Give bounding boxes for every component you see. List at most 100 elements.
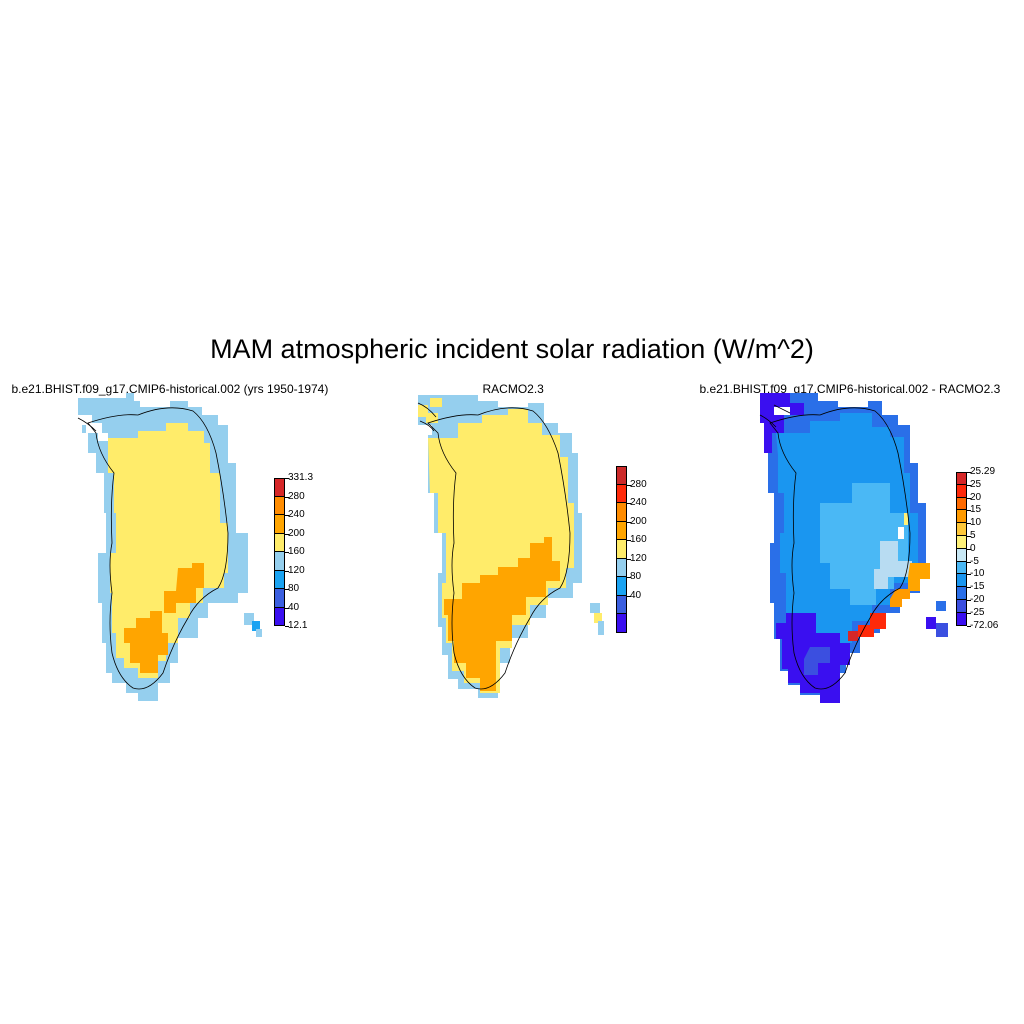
panel-title-obs: RACMO2.3	[482, 382, 544, 396]
colorbar-tick-label: 120	[630, 552, 647, 564]
colorbar-tick	[627, 595, 631, 597]
colorbar-tick-label: 280	[630, 478, 647, 490]
colorbar-tick	[967, 587, 971, 589]
colorbar-tick	[285, 533, 289, 535]
colorbar-tick-label: 25.29	[970, 466, 996, 477]
colorbar-tick-label: 240	[630, 497, 647, 508]
colorbar-tick-label: -72.06	[970, 619, 999, 631]
colorbar-tick-label: -5	[970, 555, 979, 567]
colorbar-tick-label: 160	[630, 534, 647, 545]
map-diff	[759, 393, 948, 703]
map-obs	[417, 395, 604, 698]
colorbar-tick	[967, 497, 971, 499]
colorbar-tick	[967, 625, 971, 627]
colorbar-swatch	[956, 472, 967, 485]
map-obs-cells	[417, 395, 604, 698]
colorbar-tick	[627, 577, 631, 578]
map-model-cells	[77, 393, 262, 701]
colorbar-swatch	[956, 561, 967, 575]
colorbar-tick	[285, 626, 289, 627]
colorbar-tick-label: 160	[288, 546, 305, 557]
colorbar-swatch	[616, 466, 627, 485]
colorbar-tick	[285, 607, 289, 609]
colorbar-tick-label: -10	[970, 568, 985, 580]
colorbar-tick-label: 331.3	[288, 472, 314, 483]
colorbar-tick-label: 200	[288, 527, 305, 539]
colorbar-tick	[627, 540, 631, 541]
colorbar-tick	[285, 496, 289, 498]
colorbar-swatch	[274, 570, 285, 589]
colorbar-swatch	[616, 521, 627, 540]
colorbar-diff: 25.29 25 20 15 10 5 0 -5 -10 -15 -20 -25 -72.06	[956, 467, 1016, 631]
colorbar-tick	[627, 484, 631, 486]
colorbar-swatch	[616, 614, 627, 633]
map-diff-cells	[759, 393, 948, 703]
colorbar-swatch	[274, 533, 285, 552]
colorbar-tick	[285, 570, 289, 572]
colorbar-swatch	[616, 540, 627, 559]
colorbar-tick	[967, 510, 971, 512]
colorbar-swatch	[616, 577, 627, 596]
colorbar-tick-label: -20	[970, 594, 985, 605]
panel-title-model: b.e21.BHIST.f09_g17.CMIP6-historical.002…	[11, 382, 329, 396]
colorbar-swatch	[956, 497, 967, 511]
colorbar-swatch	[956, 536, 967, 549]
colorbar-swatch	[616, 595, 627, 614]
colorbar-swatch	[274, 589, 285, 608]
colorbar-tick	[967, 561, 971, 563]
colorbar-tick-label: 15	[970, 504, 982, 516]
colorbar-tick	[967, 523, 971, 525]
colorbar-tick-label: 120	[288, 564, 305, 576]
colorbar-frame	[956, 472, 967, 626]
panel-title-diff: b.e21.BHIST.f09_g17.CMIP6-historical.002…	[699, 382, 1001, 396]
colorbar-tick-label: -15	[970, 581, 985, 593]
colorbar-tick	[967, 574, 971, 576]
colorbar-tick	[285, 552, 289, 553]
colorbar-tick-label: 240	[288, 509, 305, 520]
colorbar-tick	[967, 484, 971, 486]
colorbar-swatch	[956, 548, 967, 562]
colorbar-tick	[627, 558, 631, 560]
colorbar-swatch	[274, 478, 285, 497]
colorbar-tick	[967, 612, 971, 614]
colorbar-swatch	[956, 612, 967, 626]
map-model	[77, 393, 262, 701]
colorbar-tick-label: 5	[970, 530, 976, 541]
colorbar-swatch	[616, 484, 627, 503]
colorbar-tick-label: 280	[288, 490, 305, 502]
colorbar-frame	[616, 466, 627, 633]
colorbar-swatch	[956, 587, 967, 600]
colorbar-tick-label: 40	[288, 601, 300, 613]
colorbar-tick-label: 25	[970, 478, 982, 490]
colorbar-swatch	[956, 574, 967, 588]
colorbar-tick-label: 12.1	[288, 620, 308, 631]
colorbar-swatch	[274, 515, 285, 534]
figure-title: MAM atmospheric incident solar radiation…	[210, 334, 814, 364]
colorbar-tick-label: 10	[970, 517, 982, 529]
colorbar-model: 331.3 280 240 200 160 120 80 40 12.1	[274, 473, 334, 631]
colorbar-swatch	[956, 523, 967, 536]
colorbar-tick	[627, 503, 631, 504]
colorbar-tick	[967, 536, 971, 537]
colorbar-tick-label: 80	[630, 571, 642, 582]
colorbar-frame	[274, 478, 285, 626]
colorbar-tick-label: 20	[970, 491, 982, 503]
colorbar-swatch	[616, 558, 627, 577]
colorbar-swatch	[274, 607, 285, 626]
colorbar-tick	[285, 589, 289, 590]
colorbar-tick	[967, 472, 971, 473]
colorbar-swatch	[956, 600, 967, 613]
colorbar-swatch	[616, 503, 627, 522]
colorbar-tick	[285, 515, 289, 516]
colorbar-tick-label: -25	[970, 606, 985, 618]
colorbar-tick	[967, 548, 971, 550]
colorbar-swatch	[274, 496, 285, 515]
colorbar-tick	[627, 521, 631, 523]
colorbar-tick-label: 80	[288, 583, 300, 594]
colorbar-swatch	[274, 552, 285, 571]
colorbar-tick-label: 0	[970, 542, 976, 554]
colorbar-tick	[285, 478, 289, 479]
colorbar-obs: 280 240 200 160 120 80 40	[616, 466, 676, 634]
colorbar-tick-label: 200	[630, 515, 647, 527]
colorbar-swatch	[956, 484, 967, 498]
